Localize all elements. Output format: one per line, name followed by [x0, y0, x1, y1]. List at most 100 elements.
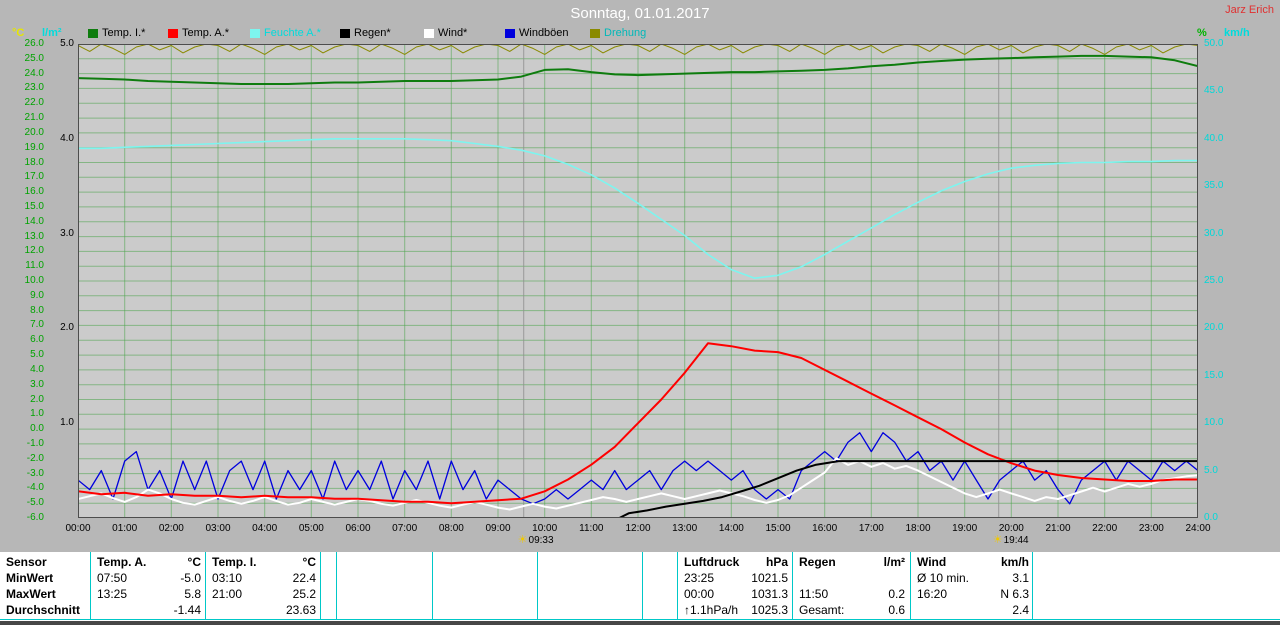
cell-max-time: 13:25: [97, 587, 128, 601]
y-tick-windspeed: 50.0: [1204, 38, 1224, 49]
y-tick-windspeed: 30.0: [1204, 227, 1224, 239]
summary-table: Sensor MinWert MaxWert Durchschnitt Temp…: [0, 552, 1280, 625]
cell-min-value: -5.0: [180, 571, 201, 585]
y-tick-windspeed: 35.0: [1204, 180, 1224, 192]
table-separator: [432, 552, 433, 619]
x-tick-time: 15:00: [765, 523, 791, 534]
y-tick-celsius: 18.0: [24, 156, 44, 168]
feuchte-swatch: [250, 28, 260, 38]
summary-col-regen: Regen l/m² 11:50 0.2 Gesamt: 0.6: [799, 554, 905, 618]
row-label-durchschnitt: Durchschnitt: [6, 603, 81, 617]
col-name: Luftdruck: [684, 555, 740, 569]
col-unit: l/m²: [883, 555, 905, 569]
axis-title-percent: %: [1197, 27, 1207, 39]
drehung-swatch: [590, 28, 600, 38]
x-tick-time: 18:00: [905, 523, 931, 534]
x-tick-time: 03:00: [205, 523, 231, 534]
y-tick-celsius: -6.0: [26, 512, 44, 523]
legend-label-feuchte: Feuchte A.*: [264, 27, 321, 39]
table-separator: [1032, 552, 1033, 619]
y-tick-windspeed: 15.0: [1204, 369, 1224, 381]
col-unit: °C: [302, 555, 316, 569]
summary-row-labels: Sensor MinWert MaxWert Durchschnitt: [6, 554, 88, 618]
page-title: Sonntag, 01.01.2017: [570, 5, 710, 22]
y-tick-windspeed: 25.0: [1204, 275, 1224, 286]
legend-label-windboeen: Windböen: [519, 27, 569, 39]
y-tick-rain: 1.0: [60, 417, 74, 429]
table-separator: [205, 552, 206, 619]
cell-min-value: 22.4: [292, 571, 316, 585]
x-tick-time: 08:00: [438, 523, 464, 534]
cell-avg-label: Gesamt:: [799, 603, 845, 617]
temp-i-swatch: [88, 28, 98, 38]
cell-max-value: 25.2: [292, 587, 316, 601]
x-tick-time: 23:00: [1138, 523, 1164, 534]
y-tick-rain: 5.0: [60, 38, 74, 49]
y-tick-celsius: 14.0: [24, 215, 44, 227]
table-bottom-line: [0, 619, 1280, 620]
legend-item-drehung: Drehung: [590, 27, 646, 39]
cell-min-value: 1021.5: [751, 571, 788, 585]
y-tick-celsius: 5.0: [30, 349, 44, 361]
col-unit: hPa: [765, 555, 788, 569]
y-tick-celsius: 13.0: [24, 230, 44, 242]
x-tick-time: 02:00: [158, 523, 184, 534]
col-name: Temp. A.: [97, 555, 147, 569]
y-tick-celsius: 2.0: [30, 393, 44, 405]
user-name: Jarz Erich: [1225, 4, 1274, 16]
legend-label-regen: Regen*: [354, 27, 391, 39]
axis-title-rain: l/m²: [42, 27, 62, 39]
legend-label-wind: Wind*: [438, 27, 468, 39]
cell-avg-value: 23.63: [285, 603, 316, 617]
summary-col-temp-a: Temp. A. °C 07:50 -5.0 13:25 5.8 -1.44: [97, 554, 201, 618]
windboeen-swatch: [505, 28, 515, 38]
x-tick-time: 10:00: [532, 523, 558, 534]
wind-swatch: [424, 28, 434, 38]
y-tick-celsius: 11.0: [25, 260, 44, 272]
y-tick-celsius: 21.0: [24, 112, 44, 124]
legend-label-temp-a: Temp. A.*: [182, 27, 230, 39]
legend-label-drehung: Drehung: [604, 27, 647, 39]
y-tick-celsius: 22.0: [24, 97, 44, 109]
row-label-minwert: MinWert: [6, 571, 54, 585]
y-tick-celsius: 1.0: [30, 408, 44, 420]
cell-max-value: 1031.3: [751, 587, 788, 601]
row-label-maxwert: MaxWert: [6, 587, 56, 601]
y-tick-celsius: 3.0: [30, 378, 44, 390]
sun-icon: ☀: [517, 534, 528, 546]
legend-item-windboeen: Windböen: [505, 27, 569, 39]
cell-min-time: 23:25: [684, 571, 715, 585]
sun-marker: ☀ 19:44: [993, 535, 1029, 547]
sun-marker-time: 09:33: [528, 535, 554, 546]
y-tick-windspeed: 45.0: [1204, 85, 1224, 97]
x-tick-time: 06:00: [345, 523, 371, 534]
y-tick-rain: 3.0: [60, 227, 74, 239]
cell-min-time: Ø 10 min.: [917, 571, 970, 585]
x-tick-time: 11:00: [579, 523, 604, 534]
y-tick-celsius: -2.0: [26, 452, 44, 464]
y-tick-windspeed: 0.0: [1204, 512, 1218, 523]
y-tick-celsius: 25.0: [24, 52, 44, 64]
cell-max-time: 11:50: [799, 587, 829, 601]
cell-max-value: 5.8: [184, 587, 201, 601]
x-tick-time: 20:00: [998, 523, 1024, 534]
cell-max-time: 21:00: [212, 587, 243, 601]
window-bottom-edge: [0, 621, 1280, 625]
temp-a-swatch: [168, 28, 178, 38]
y-tick-celsius: 8.0: [30, 304, 44, 316]
x-tick-time: 12:00: [625, 523, 651, 534]
table-separator: [90, 552, 91, 619]
axis-title-kmh: km/h: [1224, 27, 1250, 39]
cell-avg-value: 2.4: [1012, 603, 1029, 617]
cell-min-value: 3.1: [1012, 571, 1029, 585]
legend-label-temp-i: Temp. I.*: [102, 27, 146, 39]
table-separator: [910, 552, 911, 619]
legend-item-regen: Regen*: [340, 27, 391, 39]
weather-plot[interactable]: [78, 44, 1198, 518]
x-tick-time: 07:00: [392, 523, 418, 534]
y-tick-windspeed: 20.0: [1204, 322, 1224, 334]
cell-max-time: 16:20: [917, 587, 948, 601]
sun-marker: ☀ 09:33: [517, 534, 554, 547]
summary-col-luftdruck: Luftdruck hPa 23:25 1021.5 00:00 1031.3 …: [684, 554, 788, 618]
